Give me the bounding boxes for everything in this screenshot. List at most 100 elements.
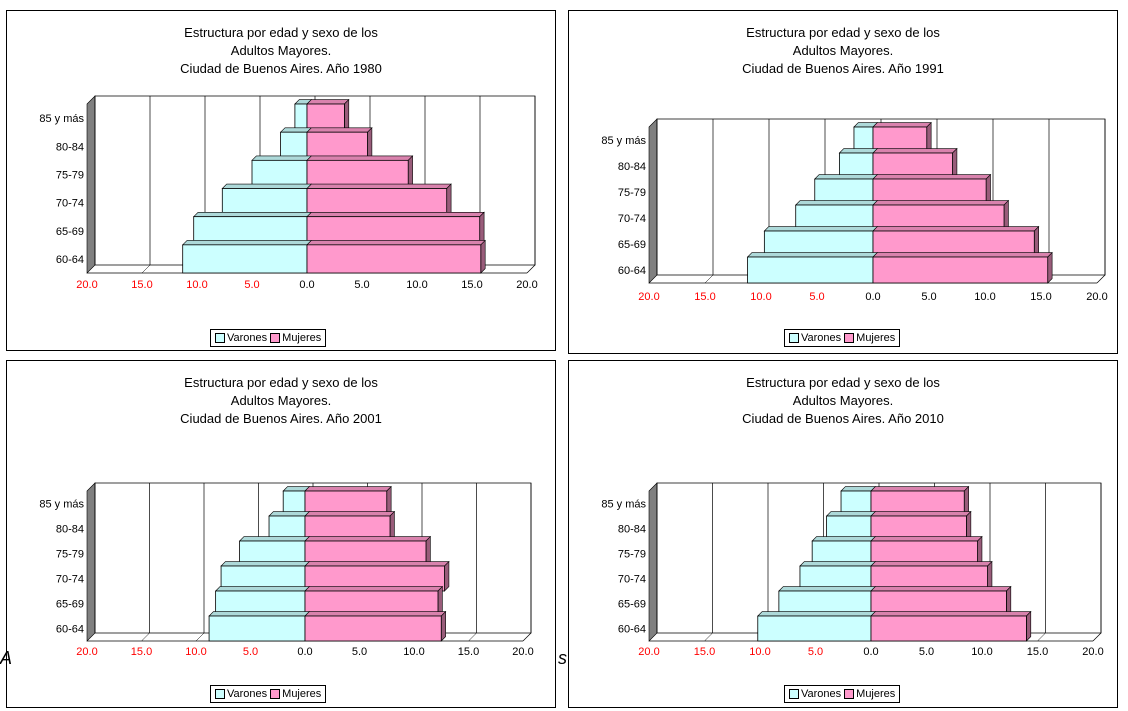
x-tick-label: 10.0 (406, 279, 427, 291)
x-tick-label: 5.0 (354, 279, 369, 291)
bar-varones-top (757, 611, 877, 617)
bar-mujeres-top (306, 99, 350, 105)
category-label: 60-64 (56, 254, 84, 266)
category-label: 80-84 (56, 141, 84, 153)
chart-title-line-3: Ciudad de Buenos Aires. Año 1991 (742, 61, 944, 76)
gridline-floor (648, 632, 658, 642)
bar-mujeres-side (444, 560, 450, 592)
legend-item-varones: Varones (215, 688, 267, 700)
bar-varones-top (763, 226, 879, 232)
category-label: 85 y más (39, 499, 84, 511)
floor-edge (526, 264, 536, 274)
x-tick-label: 10.0 (971, 646, 992, 658)
gridline-floor (704, 274, 714, 284)
legend-label-mujeres: Mujeres (856, 332, 896, 344)
x-tick-label: 5.0 (243, 646, 258, 658)
bar-varones (747, 256, 874, 284)
gridline-floor (468, 632, 477, 642)
bar-mujeres-top (870, 536, 983, 542)
bar-mujeres-top (870, 611, 1032, 617)
category-label: 70-74 (618, 574, 646, 586)
chart-title-line-2: Adultos Mayores. (792, 393, 894, 408)
category-label: 80-84 (618, 161, 646, 173)
bar-varones-top (840, 486, 877, 492)
bar-mujeres-side (440, 610, 446, 642)
bar-mujeres-top (304, 486, 392, 492)
bar-mujeres (870, 615, 1027, 642)
pyramid-chart-1980: 60-64 65-69 70-74 75-79 80-84 85 y más 20.0 15.… (39, 95, 538, 291)
bar-mujeres-top (304, 561, 450, 567)
bar-mujeres-side (407, 155, 413, 190)
chart-panel-1980: Estructura por edad y sexo de los Adulto… (6, 10, 556, 351)
chart-title-line-1: Estructura por edad y sexo de los (184, 25, 378, 40)
bar-varones-top (811, 536, 877, 542)
chart-title-line-2: Adultos Mayores. (230, 393, 332, 408)
gridline-floor (86, 632, 96, 642)
bar-varones-top (220, 561, 311, 567)
chart-legend: Varones Mujeres (784, 685, 901, 703)
legend-item-mujeres: Mujeres (270, 688, 321, 700)
x-tick-label: 5.0 (808, 646, 823, 658)
bar-mujeres-top (872, 148, 958, 154)
gridline-floor (1037, 632, 1046, 642)
chart-legend: Varones Mujeres (210, 685, 327, 703)
gridline-floor (195, 632, 205, 642)
legend-swatch-mujeres (270, 689, 281, 699)
category-label: 65-69 (618, 239, 646, 251)
bar-mujeres-top (872, 122, 932, 128)
x-tick-label: 15.0 (694, 646, 715, 658)
bar-mujeres (306, 244, 482, 274)
gridline-floor (704, 632, 713, 642)
bar-mujeres-top (872, 226, 1040, 232)
chart-title-line-3: Ciudad de Buenos Aires. Año 2001 (180, 411, 382, 426)
x-tick-label: 10.0 (974, 291, 995, 303)
legend-item-varones: Varones (215, 332, 267, 344)
pyramid-chart-2010: 60-64 65-69 70-74 75-79 80-84 85 y más 20.0 15.… (601, 482, 1104, 658)
legend-item-mujeres: Mujeres (844, 688, 895, 700)
legend-label-varones: Varones (801, 332, 842, 344)
stray-text-right: s (558, 648, 567, 668)
bar-mujeres-top (306, 127, 373, 133)
bar-mujeres-side (367, 127, 373, 162)
bar-varones-top (214, 586, 311, 592)
chart-title: Estructura por edad y sexo de los Adulto… (7, 24, 555, 78)
bar-mujeres (872, 256, 1049, 284)
x-tick-label: 10.0 (185, 646, 206, 658)
chart-legend: Varones Mujeres (210, 329, 327, 347)
bar-mujeres-side (1047, 251, 1053, 284)
bar-mujeres-top (304, 611, 447, 617)
x-tick-label: 15.0 (131, 646, 152, 658)
bar-varones-top (825, 511, 877, 517)
bar-mujeres-top (872, 200, 1010, 206)
x-tick-label: 20.0 (76, 279, 97, 291)
bar-mujeres-top (872, 174, 992, 180)
chart-title-line-3: Ciudad de Buenos Aires. Año 2010 (742, 411, 944, 426)
x-tick-label: 20.0 (638, 291, 659, 303)
category-label: 65-69 (618, 599, 646, 611)
floor-edge (1096, 274, 1106, 284)
x-tick-label: 0.0 (297, 646, 312, 658)
bar-mujeres-top (872, 252, 1053, 258)
bar-varones-top (799, 561, 877, 567)
x-tick-label: 5.0 (919, 646, 934, 658)
x-tick-label: 15.0 (458, 646, 479, 658)
legend-item-varones: Varones (789, 688, 841, 700)
x-tick-label: 10.0 (750, 291, 771, 303)
x-tick-label: 0.0 (299, 279, 314, 291)
category-label: 60-64 (56, 624, 84, 636)
bar-varones-top (814, 174, 879, 180)
bar-mujeres-side (480, 239, 486, 274)
x-tick-label: 0.0 (863, 646, 878, 658)
category-label: 85 y más (601, 499, 646, 511)
bar-mujeres-top (304, 511, 396, 517)
bar-mujeres-side (479, 211, 485, 246)
bar-varones-top (221, 183, 313, 189)
chart-panel-2001: Estructura por edad y sexo de los Adulto… (6, 360, 556, 708)
gridline-floor (141, 632, 150, 642)
legend-swatch-mujeres (844, 333, 855, 343)
category-label: 65-69 (56, 226, 84, 238)
chart-title: Estructura por edad y sexo de los Adulto… (7, 374, 555, 428)
bar-varones-top (251, 155, 313, 161)
legend-swatch-mujeres (844, 689, 855, 699)
legend-item-mujeres: Mujeres (844, 332, 895, 344)
